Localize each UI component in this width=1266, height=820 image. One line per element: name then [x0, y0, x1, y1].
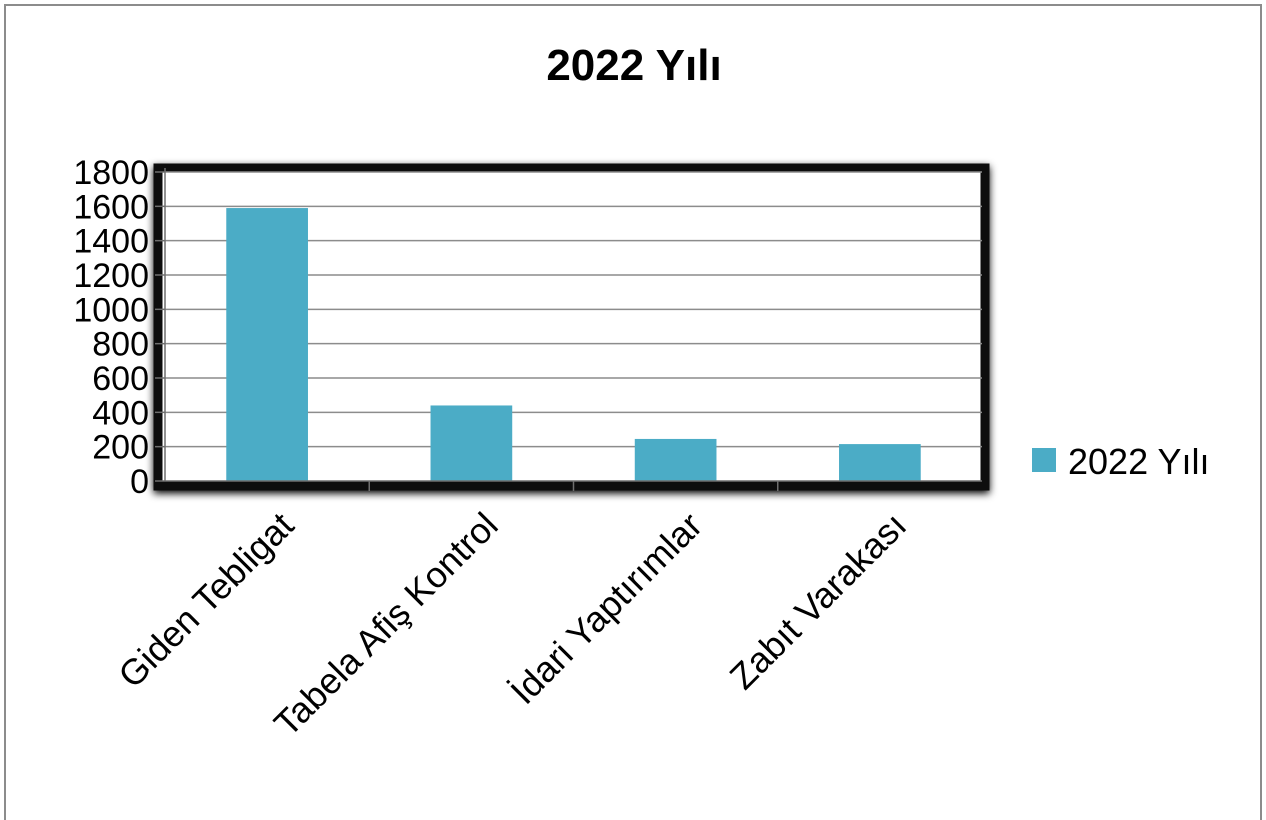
y-tick-label: 1000 — [73, 291, 149, 329]
y-tick-label: 600 — [92, 360, 149, 398]
y-tick-label: 800 — [92, 326, 149, 364]
chart-title: 2022 Yılı — [546, 41, 721, 90]
y-tick-label: 1400 — [73, 223, 149, 261]
y-tick-label: 1600 — [73, 188, 149, 226]
y-tick-label: 1200 — [73, 257, 149, 295]
legend: 2022 Yılı — [1032, 441, 1209, 482]
y-tick-label: 400 — [92, 394, 149, 432]
y-tick-label: 0 — [130, 463, 149, 501]
legend-label: 2022 Yılı — [1068, 441, 1209, 482]
bar — [839, 444, 921, 481]
bars — [226, 208, 921, 482]
y-tick-label: 200 — [92, 429, 149, 467]
axes — [155, 168, 982, 491]
legend-swatch — [1032, 448, 1056, 472]
bar — [430, 405, 513, 481]
y-tick-label: 1800 — [73, 154, 149, 192]
bar — [226, 208, 308, 482]
bar — [634, 438, 717, 481]
